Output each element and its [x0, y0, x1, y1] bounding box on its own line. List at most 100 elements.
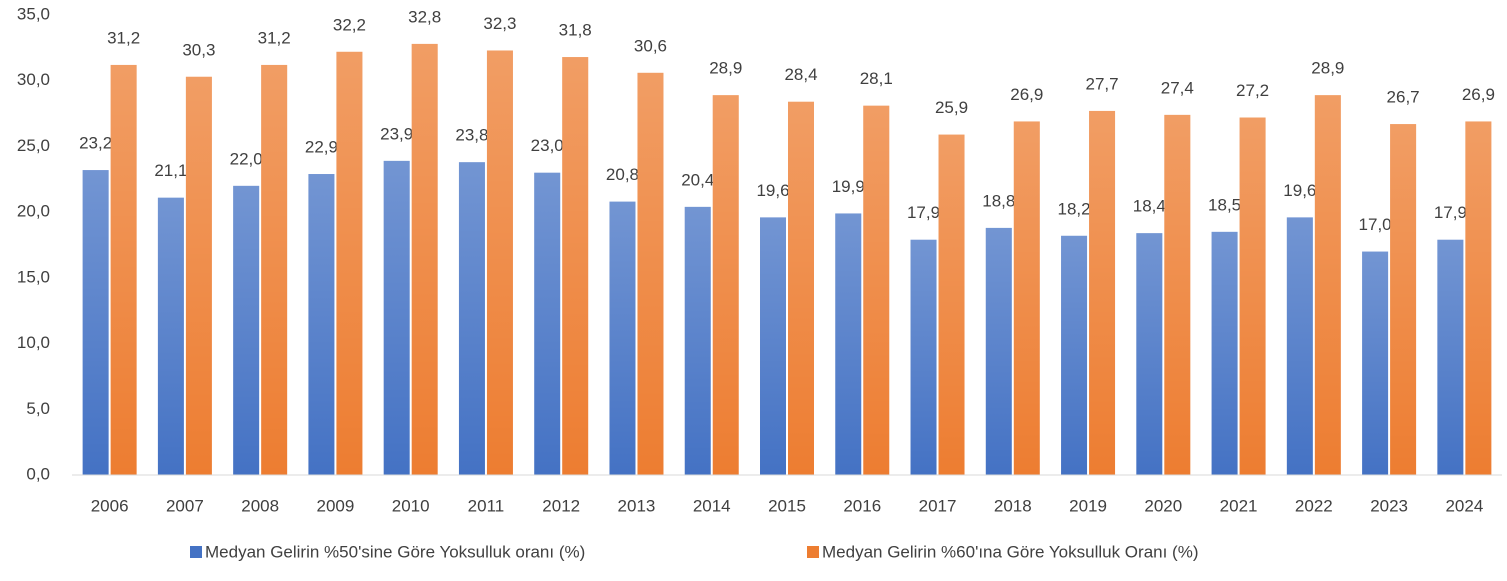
data-label: 23,0: [531, 136, 564, 155]
data-label: 23,9: [380, 124, 413, 143]
x-tick-label: 2024: [1445, 496, 1483, 515]
data-label: 32,3: [483, 14, 516, 33]
y-tick-label: 25,0: [17, 136, 50, 155]
data-label: 32,8: [408, 7, 441, 26]
y-tick-label: 30,0: [17, 70, 50, 89]
legend-label: Medyan Gelirin %60'ına Göre Yoksulluk Or…: [822, 542, 1198, 561]
data-label: 32,2: [333, 15, 366, 34]
bar: [637, 72, 664, 475]
bar: [562, 57, 589, 476]
data-label: 23,8: [455, 126, 488, 145]
bar: [1437, 239, 1464, 475]
bar: [336, 51, 363, 476]
x-tick-label: 2021: [1220, 496, 1258, 515]
bar: [985, 227, 1012, 475]
x-tick-label: 2006: [91, 496, 129, 515]
bar: [1136, 233, 1163, 475]
data-label: 19,9: [832, 177, 865, 196]
x-tick-label: 2007: [166, 496, 204, 515]
data-label: 17,9: [907, 203, 940, 222]
bar: [486, 50, 513, 475]
data-label: 31,8: [559, 21, 592, 40]
bar: [910, 239, 937, 475]
data-label: 18,8: [982, 191, 1015, 210]
legend-label: Medyan Gelirin %50'sine Göre Yoksulluk o…: [205, 542, 585, 561]
data-label: 17,0: [1359, 215, 1392, 234]
x-tick-label: 2018: [994, 496, 1032, 515]
x-tick-label: 2022: [1295, 496, 1333, 515]
data-label: 20,8: [606, 165, 639, 184]
bar: [261, 64, 288, 475]
bar: [383, 160, 410, 475]
y-tick-label: 35,0: [17, 4, 50, 23]
bar: [788, 101, 814, 475]
bar: [1286, 217, 1313, 475]
x-tick-label: 2012: [542, 496, 580, 515]
x-tick-label: 2019: [1069, 496, 1107, 515]
bar: [458, 162, 485, 475]
bar: [308, 174, 335, 475]
data-label: 28,1: [860, 69, 893, 88]
bar: [1061, 235, 1088, 475]
x-tick-label: 2009: [317, 496, 355, 515]
bar: [609, 201, 636, 475]
bar: [1089, 110, 1116, 475]
data-label: 19,6: [1283, 181, 1316, 200]
x-tick-label: 2013: [618, 496, 656, 515]
bar: [712, 95, 739, 476]
data-label: 27,7: [1086, 74, 1119, 93]
data-label: 22,0: [230, 149, 263, 168]
y-tick-label: 15,0: [17, 267, 50, 286]
data-label: 26,9: [1010, 85, 1043, 104]
bar: [863, 105, 890, 475]
data-label: 19,6: [756, 181, 789, 200]
data-label: 28,9: [709, 59, 742, 78]
data-label: 28,9: [1311, 59, 1344, 78]
data-label: 18,5: [1208, 195, 1241, 214]
bar: [411, 43, 438, 476]
legend-swatch: [190, 546, 202, 558]
bar: [938, 134, 965, 475]
data-label: 20,4: [681, 170, 714, 189]
legend-swatch: [807, 546, 819, 558]
data-label: 23,2: [79, 134, 112, 153]
bar: [684, 206, 711, 475]
data-label: 27,4: [1161, 78, 1194, 97]
data-label: 17,9: [1434, 203, 1467, 222]
x-tick-label: 2008: [241, 496, 279, 515]
x-tick-label: 2010: [392, 496, 430, 515]
x-tick-label: 2015: [768, 496, 806, 515]
x-tick-label: 2020: [1144, 496, 1182, 515]
bar: [82, 170, 109, 476]
bar: [157, 197, 184, 475]
data-label: 27,2: [1236, 81, 1269, 100]
bar: [1314, 95, 1341, 476]
bar: [110, 64, 137, 475]
y-tick-label: 20,0: [17, 202, 50, 221]
data-label: 31,2: [258, 28, 291, 47]
bar: [1390, 124, 1417, 475]
data-label: 31,2: [107, 28, 140, 47]
data-label: 30,6: [634, 36, 667, 55]
x-tick-label: 2014: [693, 496, 731, 515]
data-label: 26,7: [1387, 88, 1420, 107]
data-label: 25,9: [935, 98, 968, 117]
data-label: 30,3: [182, 40, 215, 59]
x-tick-label: 2016: [843, 496, 881, 515]
data-label: 18,4: [1133, 197, 1166, 216]
bar: [1013, 121, 1040, 475]
data-label: 22,9: [305, 138, 338, 157]
bar: [1211, 231, 1238, 475]
bar: [534, 172, 561, 475]
y-tick-label: 0,0: [26, 464, 50, 483]
bar: [1164, 114, 1191, 475]
data-label: 21,1: [154, 161, 187, 180]
bar: [1362, 251, 1389, 475]
y-tick-label: 10,0: [17, 333, 50, 352]
bar: [835, 213, 862, 475]
bar: [185, 76, 212, 476]
data-label: 18,2: [1058, 199, 1091, 218]
bar: [760, 217, 786, 475]
bar: [1239, 117, 1266, 475]
